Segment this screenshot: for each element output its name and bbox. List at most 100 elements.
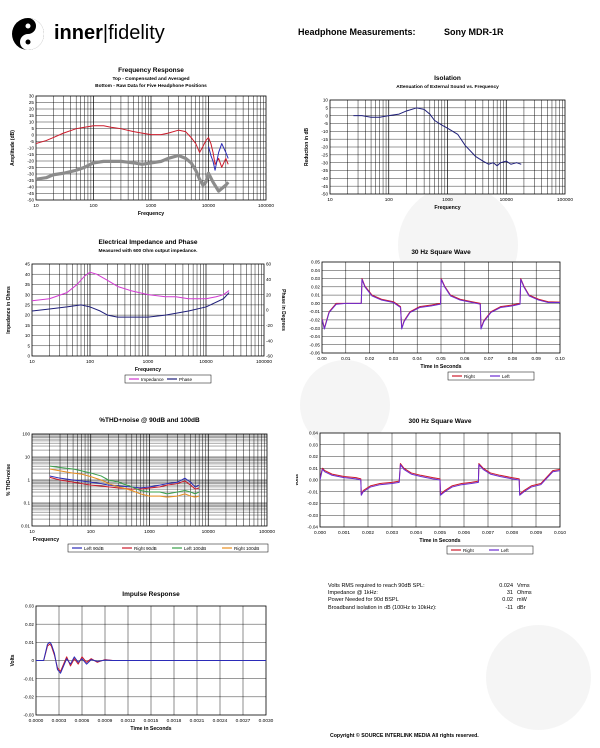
x-axis-label: Frequency <box>33 537 59 543</box>
y-tick-label: 25 <box>25 302 31 307</box>
y-tick-label: 0.04 <box>309 431 318 436</box>
y-tick-label: 10 <box>323 98 329 103</box>
series-group <box>36 641 266 674</box>
chart-title: Isolation <box>434 75 461 82</box>
y-tick-label: 0.03 <box>25 604 34 609</box>
series-group <box>322 278 560 330</box>
y-tick-label: 15 <box>29 113 35 118</box>
chart-title: Frequency Response <box>118 67 184 74</box>
x-tick-label: 100000 <box>256 359 272 365</box>
chart-title: 30 Hz Square Wave <box>411 249 471 256</box>
x-tick-label: 0.005 <box>434 530 446 536</box>
measurement-stats: Volts RMS required to reach 90dB SPL: 0.0… <box>328 583 548 612</box>
y-tick-label: -35 <box>27 178 34 183</box>
y2-tick-label: -20 <box>266 323 273 328</box>
stat-unit: Ohms <box>517 590 532 597</box>
x-tick-label: 0.002 <box>362 530 374 536</box>
frequency-response-chart: Frequency Response Top - Compensated and … <box>10 67 274 217</box>
stat-value: 0.024 <box>499 583 513 589</box>
impedance-phase-chart: Electrical Impedance and Phase Measured w… <box>6 239 286 384</box>
x-tick-label: 100 <box>87 529 95 535</box>
stat-value: 31 <box>506 590 513 597</box>
series-line-1 <box>320 464 560 496</box>
series-line-1 <box>32 292 230 318</box>
x-tick-label: 0.0015 <box>144 718 159 724</box>
y-tick-label: 1 <box>27 478 30 483</box>
y-tick-label: -15 <box>27 152 34 157</box>
x-tick-label: 1000 <box>143 359 154 365</box>
y-tick-label: 5 <box>325 105 328 110</box>
y-tick-label: -5 <box>30 139 35 144</box>
x-tick-label: 0.08 <box>508 356 518 362</box>
stat-label: Impedance @ 1kHz: <box>328 590 378 597</box>
series-line-1 <box>36 641 266 674</box>
y-tick-label: 20 <box>29 107 35 112</box>
legend-label: Right 100dB <box>234 546 259 551</box>
y-tick-label: 0.01 <box>309 466 318 471</box>
brand-name: inner|fidelity <box>54 22 165 45</box>
y-tick-label: -45 <box>27 191 34 196</box>
stat-unit: dBr <box>517 604 526 611</box>
x-tick-label: 0.0009 <box>98 718 113 724</box>
y2-tick-label: 60 <box>266 262 272 267</box>
x-tick-label: 0.04 <box>413 356 423 362</box>
y-tick-label: 20 <box>25 313 31 318</box>
x-tick-label: 0.0012 <box>121 718 136 724</box>
x-tick-label: 100000 <box>557 197 573 203</box>
y-axis-label: Volts <box>10 654 16 666</box>
chart-subtitle: Top - Compensated and Averaged <box>112 76 189 82</box>
y-tick-label: -0.01 <box>24 676 35 681</box>
y-tick-label: 0.01 <box>21 524 30 529</box>
x-tick-label: 0.007 <box>482 530 494 536</box>
page-title: Headphone Measurements: <box>298 27 416 37</box>
x-tick-label: 0.03 <box>389 356 399 362</box>
y-tick-label: 0.05 <box>311 260 320 265</box>
legend-label: Right 90dB <box>134 546 157 551</box>
y-tick-label: 0.04 <box>311 268 320 273</box>
y-axis-label: Reduction in dB <box>304 127 310 166</box>
y-tick-label: -25 <box>27 165 34 170</box>
y-tick-label: -10 <box>27 146 34 151</box>
y-tick-label: -40 <box>321 176 328 181</box>
y-tick-label: 0 <box>325 113 328 118</box>
x-tick-label: 0.006 <box>458 530 470 536</box>
x-tick-label: 0.0030 <box>259 718 274 724</box>
y-tick-label: 0.02 <box>25 622 34 627</box>
series-line-1 <box>322 278 560 330</box>
y-tick-label: 0.00 <box>311 301 320 306</box>
y-tick-label: 30 <box>25 292 31 297</box>
y-tick-label: 0.02 <box>311 284 320 289</box>
chart-title: Electrical Impedance and Phase <box>99 239 198 246</box>
x-tick-label: 0.0021 <box>190 718 205 724</box>
x-tick-label: 1000 <box>146 203 157 209</box>
y-tick-label: 40 <box>25 272 31 277</box>
x-tick-label: 100000 <box>259 529 275 535</box>
series-line-0 <box>49 475 200 489</box>
x-tick-label: 100 <box>89 203 97 209</box>
legend-label: Left <box>501 548 509 553</box>
x-tick-label: 0.10 <box>555 356 565 362</box>
x-tick-label: 10 <box>33 203 39 209</box>
y-axis-label: % THD+noise <box>6 464 12 496</box>
x-tick-label: 0.000 <box>314 530 326 536</box>
y-tick-label: 5 <box>31 126 34 131</box>
y-tick-label: -20 <box>27 159 34 164</box>
x-tick-label: 0.0018 <box>167 718 182 724</box>
yin-yang-logo-icon <box>12 18 44 50</box>
chart-title: Impulse Response <box>122 591 180 598</box>
x-tick-label: 0.001 <box>338 530 350 536</box>
chart-title: %THD+noise @ 90dB and 100dB <box>99 417 200 424</box>
square-wave-30hz-chart: 30 Hz Square Wave 0.00 0.01 0.02 0.03 0.04 0.0… <box>300 249 565 381</box>
stat-value: 0.02 <box>502 597 513 604</box>
legend-label: Left 100dB <box>184 546 206 551</box>
y-tick-label: -0.04 <box>308 525 319 530</box>
y-tick-label: 45 <box>25 262 31 267</box>
y-tick-label: -15 <box>321 137 328 142</box>
y-tick-label: 0.03 <box>311 276 320 281</box>
legend-label: Impedance <box>141 377 164 382</box>
y-tick-label: 0.1 <box>24 501 31 506</box>
series-line-0 <box>320 463 560 495</box>
stat-value: -11 <box>505 604 513 611</box>
x-tick-label: 0.00 <box>317 356 327 362</box>
stat-unit: mW <box>517 597 527 604</box>
